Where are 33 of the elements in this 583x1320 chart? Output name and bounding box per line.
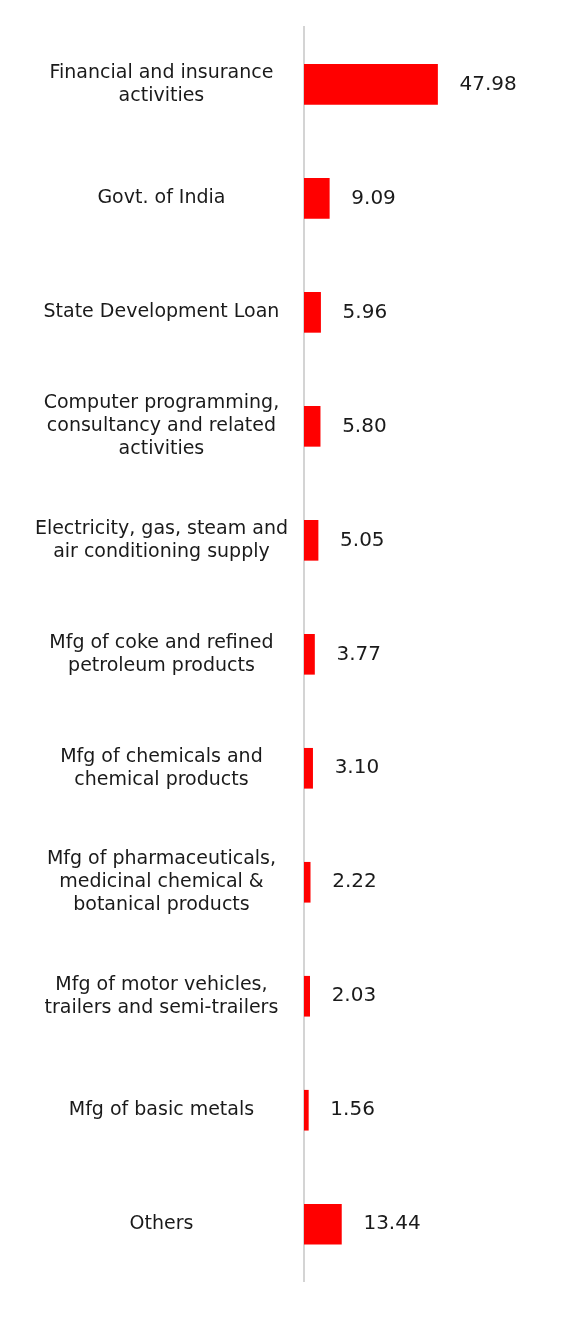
bar (304, 861, 311, 903)
data-label: 1.56 (330, 1096, 375, 1121)
data-label: 9.09 (351, 184, 396, 209)
bar (304, 292, 321, 333)
data-label: 3.10 (334, 754, 380, 779)
bar (304, 1089, 309, 1131)
bar (304, 975, 310, 1017)
y-tick-label: State Development Loan (43, 299, 280, 322)
y-tick-label: Mfg of coke and refined petroleum products (49, 629, 274, 675)
data-label: 3.77 (336, 640, 382, 665)
bar (304, 64, 438, 105)
data-label: 2.22 (332, 868, 377, 893)
bar (304, 747, 313, 789)
bar (304, 1203, 342, 1245)
y-tick-label: Electricity, gas, steam and air conditioning supply (34, 515, 289, 561)
y-tick-label: Financial and insurance activities (49, 59, 274, 105)
data-label: 5.96 (342, 298, 388, 323)
bar (304, 178, 330, 219)
bar (304, 406, 321, 447)
y-tick-label: Govt. of India (97, 185, 226, 208)
bar (304, 519, 319, 561)
bar (304, 633, 315, 675)
y-tick-label: Mfg of chemicals and chemical products (60, 743, 263, 789)
y-tick-label: Mfg of motor vehicles, trailers and semi-trailers (44, 971, 279, 1017)
data-label: 5.80 (342, 412, 387, 437)
data-label: 2.03 (331, 982, 377, 1007)
y-tick-label: Mfg of pharmaceuticals, medicinal chemical & botanical products (46, 846, 277, 914)
data-label: 47.98 (459, 70, 517, 95)
y-tick-label: Mfg of basic metals (68, 1097, 255, 1120)
data-label: 13.44 (363, 1210, 421, 1235)
y-tick-label: Others (129, 1211, 194, 1234)
y-tick-label: Computer programming, consultancy and related activities (43, 390, 280, 459)
data-label: 5.05 (340, 526, 385, 551)
